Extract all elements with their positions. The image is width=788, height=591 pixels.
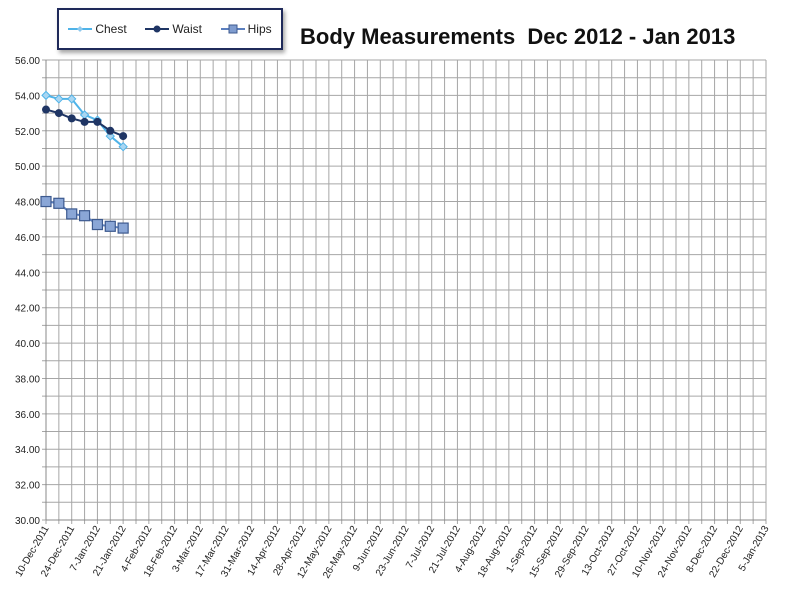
legend-waist-marker-icon xyxy=(145,25,170,33)
y-tick-label: 54.00 xyxy=(15,91,40,102)
data-point-waist xyxy=(119,132,128,141)
y-tick-label: 40.00 xyxy=(15,339,40,350)
y-tick-label: 52.00 xyxy=(15,127,40,138)
data-point-waist xyxy=(80,117,89,126)
data-point-chest xyxy=(54,94,64,104)
data-point-waist xyxy=(42,105,50,114)
chart-title: Body Measurements Dec 2012 - Jan 2013 xyxy=(300,24,736,49)
y-tick-label: 38.00 xyxy=(15,374,40,385)
data-point-hips xyxy=(53,197,65,209)
y-tick-label: 48.00 xyxy=(15,198,40,209)
legend-item-chest: Chest xyxy=(68,22,127,36)
data-point-hips xyxy=(117,222,129,234)
legend-label-hips: Hips xyxy=(247,22,272,36)
legend-label-chest: Chest xyxy=(95,22,127,36)
data-point-waist xyxy=(106,126,115,135)
legend-chest-marker-icon xyxy=(68,26,93,32)
data-point-waist xyxy=(93,117,102,126)
data-point-hips xyxy=(78,210,91,222)
legend-item-waist: Waist xyxy=(145,22,202,36)
y-tick-label: 32.00 xyxy=(15,481,40,492)
y-tick-label: 42.00 xyxy=(15,304,40,315)
data-point-waist xyxy=(67,114,76,123)
y-tick-label: 34.00 xyxy=(15,445,40,456)
y-tick-label: 44.00 xyxy=(15,268,40,279)
data-point-hips xyxy=(104,220,116,232)
legend-hips-marker-icon xyxy=(220,24,245,34)
legend: Chest Waist Hips xyxy=(57,8,283,50)
data-point-chest xyxy=(67,94,77,104)
y-tick-label: 30.00 xyxy=(15,516,40,527)
data-point-waist xyxy=(54,109,63,118)
data-point-hips xyxy=(91,218,104,231)
data-point-chest xyxy=(118,141,128,152)
legend-label-waist: Waist xyxy=(172,22,202,36)
data-point-chest xyxy=(41,90,51,101)
data-point-hips xyxy=(40,195,52,208)
y-tick-label: 46.00 xyxy=(15,233,40,244)
legend-item-hips: Hips xyxy=(220,22,272,36)
y-tick-label: 50.00 xyxy=(15,162,40,173)
y-tick-label: 56.00 xyxy=(15,56,40,67)
data-point-hips xyxy=(66,208,78,220)
y-tick-label: 36.00 xyxy=(15,410,40,421)
